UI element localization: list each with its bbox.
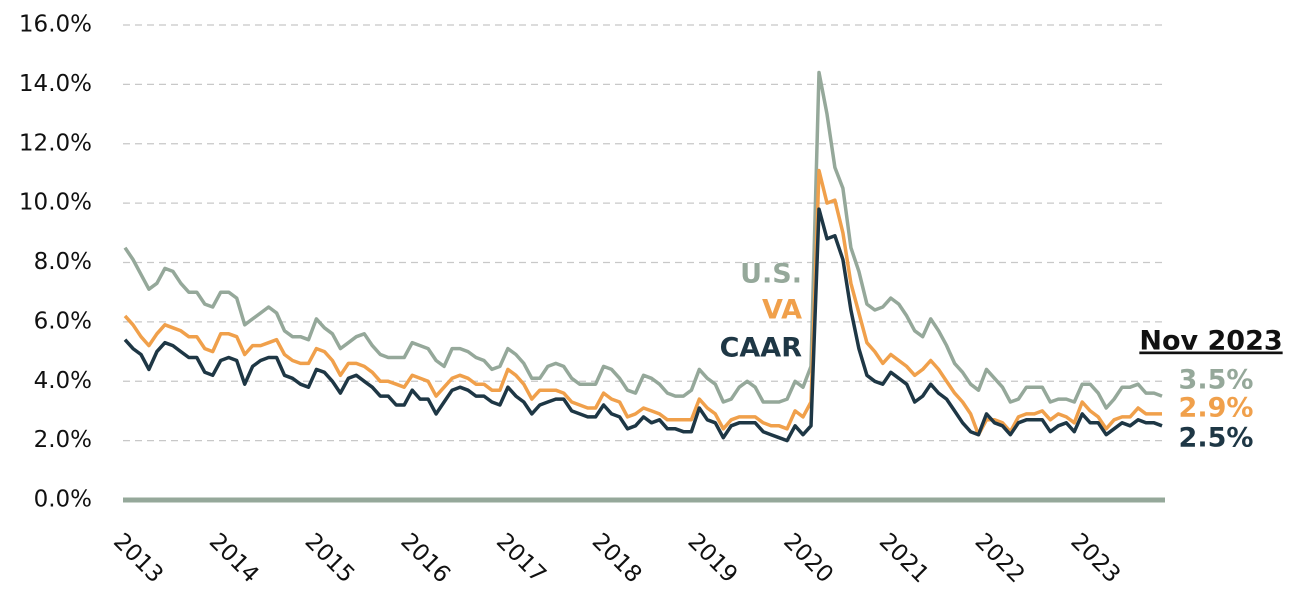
end-value-label: 2.5%	[1179, 423, 1254, 454]
end-label-title: Nov 2023	[1139, 326, 1282, 357]
x-tick-label: 2021	[874, 528, 934, 588]
y-tick-label: 2.0%	[34, 427, 92, 453]
y-tick-label: 6.0%	[34, 308, 92, 334]
end-value-label: 2.9%	[1179, 393, 1254, 424]
series-label: VA	[762, 295, 802, 326]
x-tick-label: 2023	[1065, 528, 1125, 588]
x-tick-label: 2014	[204, 528, 264, 588]
series-line	[123, 168, 1162, 437]
y-tick-label: 10.0%	[19, 190, 92, 216]
series-line	[123, 70, 1163, 410]
y-tick-label: 16.0%	[19, 12, 92, 38]
x-tick-label: 2016	[395, 528, 455, 588]
x-tick-label: 2018	[587, 528, 647, 588]
x-tick-label: 2019	[682, 528, 742, 588]
y-tick-label: 8.0%	[34, 249, 92, 275]
y-tick-label: 12.0%	[19, 130, 92, 156]
end-value-label: 3.5%	[1179, 365, 1254, 396]
series-label: U.S.	[740, 259, 802, 290]
x-tick-label: 2017	[491, 528, 551, 588]
series-line	[123, 207, 1163, 443]
y-tick-label: 4.0%	[34, 368, 92, 394]
y-tick-label: 0.0%	[34, 487, 92, 513]
y-tick-label: 14.0%	[19, 71, 92, 97]
x-tick-label: 2022	[970, 528, 1030, 588]
series-label: CAAR	[720, 333, 803, 364]
x-tick-label: 2020	[778, 528, 838, 588]
x-tick-label: 2015	[300, 528, 360, 588]
x-tick-label: 2013	[108, 528, 168, 588]
